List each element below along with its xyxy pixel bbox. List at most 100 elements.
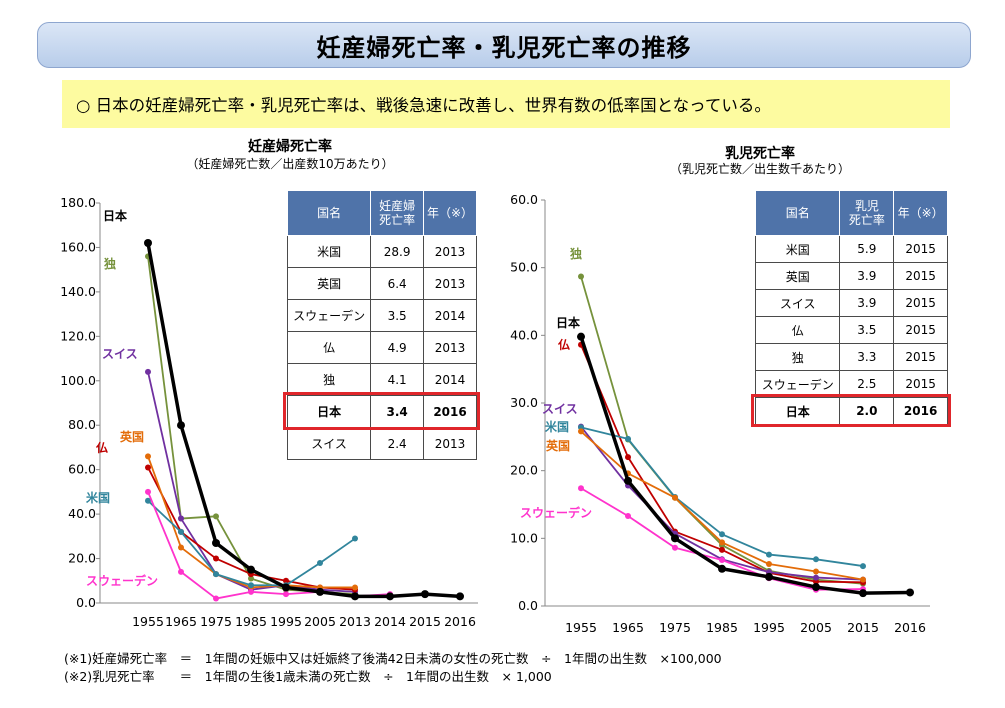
japan-point: [906, 588, 914, 597]
x-tick-label: 1965: [165, 614, 197, 629]
france-point: [283, 577, 289, 584]
japan-point: [671, 534, 679, 543]
table-cell: 日本: [286, 395, 372, 428]
japan-point: [316, 587, 324, 596]
table-cell: 2014: [423, 299, 477, 332]
sweden-point: [672, 544, 678, 551]
sweden-series-label: スウェーデン: [86, 573, 158, 588]
table-cell: 2015: [893, 289, 948, 317]
maternal-rate-table: 国名 妊産婦 死亡率 年（※） 米国 28.9 2013 英国 6.4 2013 スウェーデン 3.…: [286, 190, 477, 460]
table-row: 独 3.3 2015: [754, 343, 948, 371]
sweden-series-label: スウェーデン: [520, 505, 592, 520]
table-row: 米国 5.9 2015: [754, 235, 948, 263]
y-tick-label: 160.0: [60, 239, 96, 254]
table-row: スウェーデン 3.5 2014: [286, 299, 477, 332]
infant-japan-highlight: [751, 394, 951, 427]
table-cell: 2016: [893, 397, 948, 425]
table-row: 日本 3.4 2016: [286, 395, 477, 428]
japan-point: [456, 592, 464, 601]
usa-point: [766, 551, 772, 558]
table-cell: 3.3: [839, 343, 895, 371]
uk-point: [352, 584, 358, 591]
usa-point: [213, 571, 219, 578]
japan-point: [624, 476, 632, 485]
germany-point: [578, 273, 584, 280]
y-tick-label: 120.0: [60, 328, 96, 343]
infant-chart-subtitle: （乳児死亡数／出生数千あたり）: [669, 162, 850, 176]
uk-point: [578, 428, 584, 435]
x-tick-label: 2005: [800, 620, 832, 635]
table-cell: 独: [286, 363, 372, 396]
maternal-japan-highlight: [283, 392, 480, 430]
table-row: スイス 2.4 2013: [286, 427, 477, 460]
sweden-point: [625, 513, 631, 520]
y-tick-label: 0.0: [518, 598, 538, 613]
japan-point: [247, 565, 255, 574]
table-row: 日本 2.0 2016: [754, 397, 948, 425]
japan-point: [577, 332, 585, 341]
sweden-point: [213, 595, 219, 602]
x-tick-label: 2013: [339, 614, 371, 629]
infant-plot: 0.0 10.0 20.0 30.0 40.0 50.0 60.0 1955 1965 1975 1…: [510, 192, 930, 635]
uk-series-label: 英国: [546, 438, 570, 453]
table-row: 英国 3.9 2015: [754, 262, 948, 290]
france-point: [145, 464, 151, 471]
japan-point: [718, 564, 726, 573]
table-cell: スイス: [286, 427, 372, 460]
x-tick-label: 1995: [270, 614, 302, 629]
table-header-cell: 国名: [754, 190, 841, 236]
japan-point: [386, 592, 394, 601]
table-cell: 英国: [754, 262, 841, 290]
japan-point: [177, 421, 185, 430]
table-row: スイス 3.9 2015: [754, 289, 948, 317]
table-cell: 3.9: [839, 289, 895, 317]
footnote-2: (※2)乳児死亡率 ＝ 1年間の生後1歳未満の死亡数 ÷ 1年間の出生数 × 1…: [64, 669, 552, 684]
japan-point: [421, 590, 429, 599]
table-header-cell: 国名: [286, 190, 372, 236]
footnote-1: (※1)妊産婦死亡率 ＝ 1年間の妊娠中又は妊娠終了後満42日未満の女性の死亡数…: [64, 651, 722, 666]
table-cell: スウェーデン: [754, 370, 841, 398]
table-cell: 2013: [423, 235, 477, 268]
table-cell: スイス: [754, 289, 841, 317]
sweden-point: [145, 488, 151, 495]
table-cell: 独: [754, 343, 841, 371]
france-series-label: 仏: [96, 441, 108, 455]
table-cell: 2015: [893, 262, 948, 290]
page-title: 妊産婦死亡率・乳児死亡率の推移: [37, 22, 971, 68]
switzerland-series-label: スイス: [102, 347, 138, 361]
japan-point: [765, 572, 773, 581]
switzerland-point: [813, 574, 819, 581]
uk-series-label: 英国: [120, 429, 144, 444]
table-row: 米国 28.9 2013: [286, 235, 477, 268]
x-tick-label: 2005: [304, 614, 336, 629]
sweden-point: [283, 591, 289, 598]
usa-series-label: 米国: [545, 419, 569, 434]
x-tick-label: 2015: [847, 620, 879, 635]
x-tick-label: 1985: [706, 620, 738, 635]
usa-series-label: 米国: [86, 490, 110, 505]
germany-series-label: 独: [569, 246, 582, 261]
uk-point: [672, 494, 678, 501]
table-cell: 2.4: [370, 427, 425, 460]
france-point: [625, 454, 631, 461]
table-cell: 28.9: [370, 235, 425, 268]
x-tick-label: 1955: [132, 614, 164, 629]
y-tick-label: 180.0: [60, 195, 96, 210]
y-tick-label: 100.0: [60, 373, 96, 388]
table-cell: 仏: [754, 316, 841, 344]
table-row: 英国 6.4 2013: [286, 267, 477, 300]
uk-point: [766, 561, 772, 568]
table-cell: 2013: [423, 427, 477, 460]
table-header-cell: 年（※）: [893, 190, 948, 236]
japan-point: [812, 583, 820, 592]
y-tick-label: 80.0: [68, 417, 96, 432]
switzerland-series-label: スイス: [542, 402, 578, 416]
japan-point: [212, 539, 220, 547]
france-point: [213, 555, 219, 562]
sweden-line: [580, 487, 864, 591]
y-tick-label: 50.0: [510, 260, 538, 275]
uk-point: [145, 453, 151, 460]
sweden-point: [578, 485, 584, 492]
infant-chart-title: 乳児死亡率: [725, 146, 795, 162]
